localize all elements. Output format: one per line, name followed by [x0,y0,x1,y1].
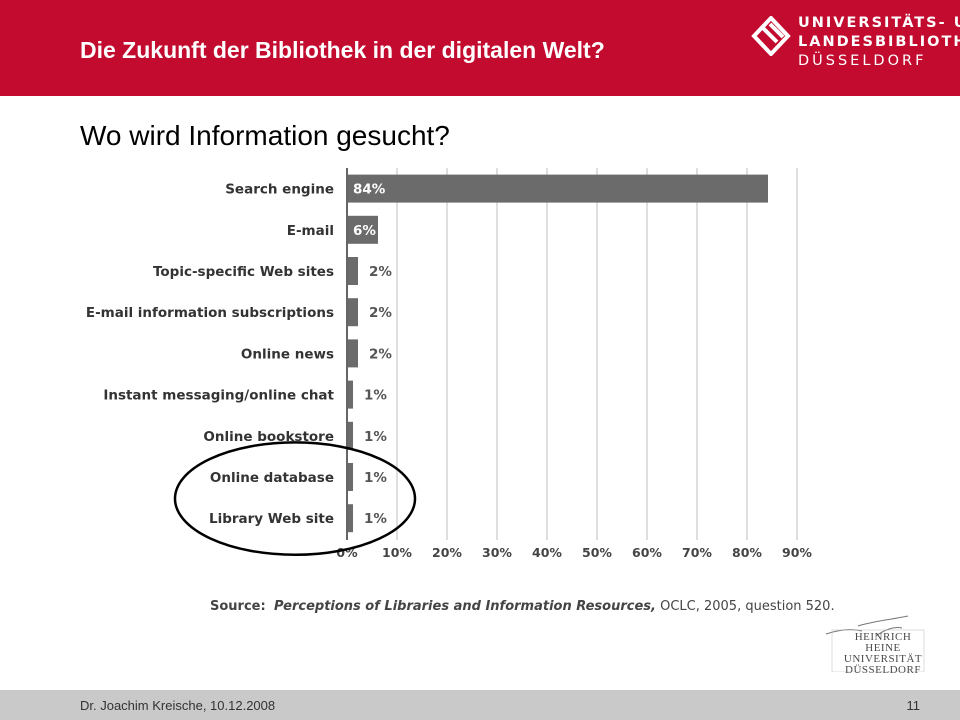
data-label: 1% [364,429,387,445]
category-label: E-mail [287,223,334,239]
data-label: 2% [369,305,392,321]
data-label: 6% [353,223,376,239]
ulb-logo: UNIVERSITÄTS- UND LANDESBIBLIOTHEK DÜSSE… [745,12,960,80]
x-tick-label: 80% [732,545,762,560]
bar [348,463,353,491]
data-label: 84% [353,182,386,198]
bar [348,215,378,244]
x-tick-label: 90% [782,545,812,560]
category-label: Online news [241,346,334,362]
bar [348,504,353,533]
page-number: 11 [906,698,921,713]
source-label: Source: [210,599,266,614]
category-label: Search engine [225,182,334,198]
bar [348,298,358,327]
category-label: Library Web site [209,511,334,527]
hhu-logo-line2: UNIVERSITÄT [843,653,923,665]
category-label: E-mail information subscriptions [86,305,334,321]
x-tick-label: 10% [382,545,412,560]
bar [348,174,768,203]
category-label: Instant messaging/online chat [103,388,334,404]
ulb-logo-line1: UNIVERSITÄTS- UND [798,15,960,31]
ulb-logo-icon [751,16,791,56]
slide-footer: Dr. Joachim Kreische, 10.12.2008 11 [0,690,960,720]
footer-author: Dr. Joachim Kreische, 10.12.2008 [80,698,276,713]
bar [348,339,358,368]
highlight-ellipse [173,441,417,557]
source-title: Perceptions of Libraries and Information… [273,599,656,614]
x-tick-label: 40% [532,545,562,560]
x-tick-label: 70% [682,545,712,560]
ulb-logo-text: UNIVERSITÄTS- UND LANDESBIBLIOTHEK DÜSSE… [798,14,960,71]
bar [348,257,358,285]
chart-source: Source: Perceptions of Libraries and Inf… [210,599,835,614]
category-label: Topic-specific Web sites [153,264,334,280]
category-label: Online bookstore [203,429,334,445]
hhu-logo-text: HEINRICH HEINE UNIVERSITÄT DÜSSELDORF [836,632,930,676]
hhu-logo-line3: DÜSSELDORF [845,664,921,676]
data-label: 1% [364,388,387,404]
slide-subtitle: Wo wird Information gesucht? [80,120,450,151]
x-tick-label: 60% [632,545,662,560]
bar [348,380,353,409]
bar [348,421,353,450]
category-label: Online database [210,470,334,486]
hhu-logo-line1: HEINRICH HEINE [854,631,912,654]
bar-chart: 0% 10% 20% 30% 40% 50% 60% 70% 80% 90%Search engi… [86,168,812,560]
hhu-signature-icon [825,615,925,672]
x-tick-label: 30% [482,545,512,560]
data-label: 1% [364,470,387,486]
slide-title: Die Zukunft der Bibliothek in der digita… [80,37,605,63]
x-tick-label: 20% [432,545,462,560]
data-label: 1% [364,511,387,527]
hhu-logo: HEINRICH HEINE UNIVERSITÄT DÜSSELDORF [818,610,930,676]
x-tick-label: 50% [582,545,612,560]
slide-header: Die Zukunft der Bibliothek in der digita… [0,0,960,96]
ulb-logo-line2: LANDESBIBLIOTHEK [798,34,960,50]
source-rest: OCLC, 2005, question 520. [655,599,835,614]
data-label: 2% [369,264,392,280]
data-label: 2% [369,346,392,362]
ulb-logo-line3: DÜSSELDORF [798,53,927,69]
